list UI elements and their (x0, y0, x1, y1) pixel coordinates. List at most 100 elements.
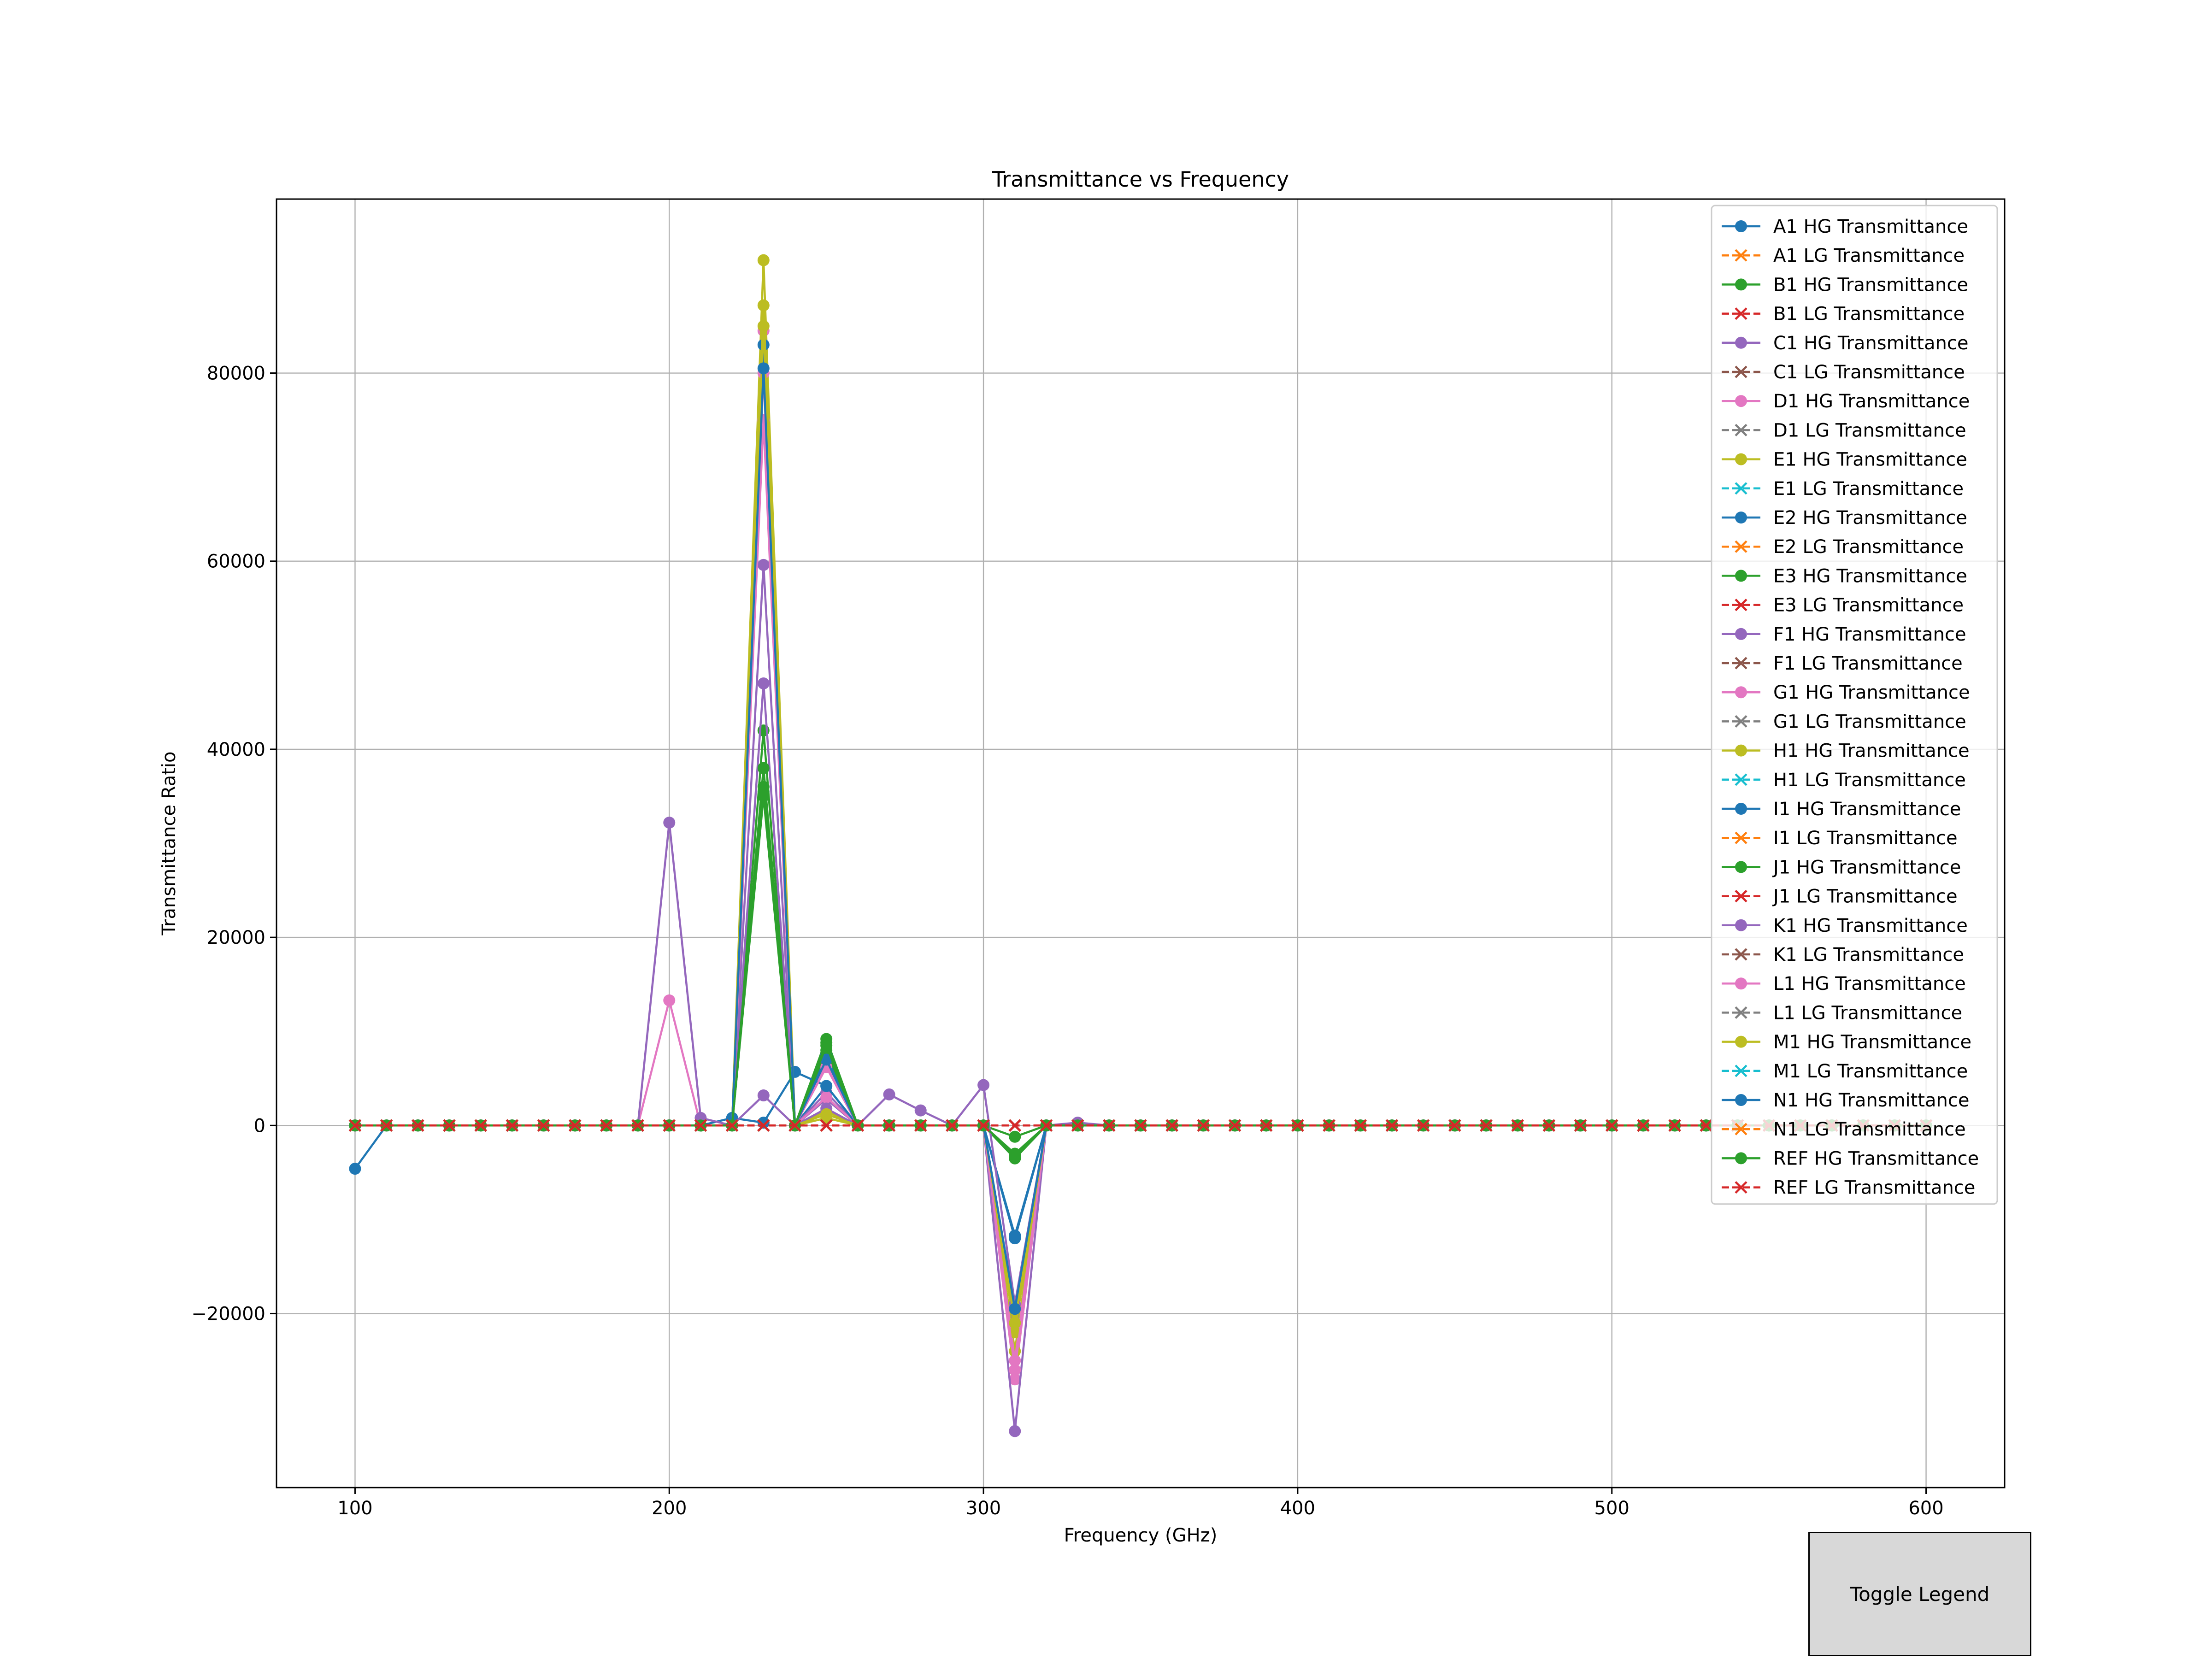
legend-entry: F1 LG Transmittance (1722, 653, 1963, 674)
legend-label: E3 HG Transmittance (1773, 565, 1967, 587)
data-point (1323, 1119, 1335, 1132)
legend-label: D1 LG Transmittance (1773, 420, 1966, 441)
legend-entry: I1 LG Transmittance (1722, 828, 1958, 849)
data-point (1008, 1119, 1021, 1132)
data-point (1228, 1119, 1241, 1132)
data-point (600, 1119, 613, 1132)
legend-entry: G1 LG Transmittance (1722, 711, 1966, 732)
legend-label: C1 HG Transmittance (1773, 333, 1969, 354)
data-point (1009, 1147, 1021, 1160)
legend-marker (1735, 424, 1747, 436)
data-point (1134, 1119, 1147, 1132)
data-point (757, 362, 770, 375)
legend-marker (1735, 512, 1747, 524)
legend-marker (1735, 977, 1747, 990)
data-point (977, 1079, 990, 1091)
data-point (820, 1039, 833, 1052)
data-point (883, 1088, 895, 1100)
legend-marker (1735, 365, 1747, 378)
legend-label: M1 LG Transmittance (1773, 1061, 1968, 1082)
legend-entry: E1 HG Transmittance (1722, 449, 1967, 471)
data-point (757, 677, 770, 690)
y-axis-label: Transmittance Ratio (159, 751, 180, 935)
legend-marker (1735, 570, 1747, 582)
y-tick-label: −20000 (191, 1303, 265, 1324)
data-point (788, 1119, 801, 1132)
x-tick-label: 300 (966, 1498, 1001, 1519)
data-point (1291, 1119, 1304, 1132)
data-point (946, 1119, 959, 1132)
data-point (1040, 1119, 1053, 1132)
data-point (1165, 1119, 1178, 1132)
legend-entry: F1 HG Transmittance (1722, 624, 1966, 645)
legend-marker (1735, 599, 1747, 612)
data-point (506, 1119, 518, 1132)
legend-marker (1735, 919, 1747, 931)
legend-marker (1735, 1094, 1747, 1106)
legend-entry: B1 LG Transmittance (1722, 304, 1965, 325)
legend-label: A1 LG Transmittance (1773, 245, 1965, 266)
toggle-legend-button[interactable]: Toggle Legend (1808, 1532, 2031, 1656)
y-tick-label: 0 (254, 1115, 265, 1136)
data-point (1197, 1119, 1210, 1132)
legend-entry: REF LG Transmittance (1722, 1177, 1975, 1199)
legend-entry: J1 HG Transmittance (1722, 857, 1961, 878)
legend-entry: D1 LG Transmittance (1722, 420, 1966, 441)
data-point (1668, 1119, 1681, 1132)
legend-marker (1735, 890, 1747, 903)
legend-label: I1 HG Transmittance (1773, 799, 1961, 820)
legend-label: REF LG Transmittance (1773, 1177, 1975, 1199)
legend-entry: C1 LG Transmittance (1722, 362, 1965, 383)
legend-marker (1735, 773, 1747, 786)
legend-label: REF HG Transmittance (1773, 1148, 1979, 1169)
legend-label: L1 HG Transmittance (1773, 973, 1966, 994)
legend-entry: K1 HG Transmittance (1722, 915, 1968, 936)
legend-box (1711, 205, 1998, 1205)
data-point (1009, 1317, 1021, 1329)
data-point (1354, 1119, 1367, 1132)
legend-label: D1 HG Transmittance (1773, 391, 1970, 412)
data-point (1009, 1425, 1021, 1437)
legend-entry: H1 LG Transmittance (1722, 770, 1966, 791)
data-point (820, 1091, 833, 1104)
data-point (1700, 1119, 1712, 1132)
data-point (757, 1119, 770, 1132)
legend-label: I1 LG Transmittance (1773, 828, 1958, 849)
legend-marker (1735, 715, 1747, 728)
x-tick-label: 100 (337, 1498, 372, 1519)
data-point (820, 1119, 833, 1132)
data-point (1574, 1119, 1587, 1132)
y-tick-label: 80000 (207, 363, 265, 384)
data-point (757, 320, 770, 332)
legend-marker (1735, 1065, 1747, 1077)
legend-marker (1735, 744, 1747, 757)
legend-marker (1735, 453, 1747, 465)
data-point (757, 762, 770, 774)
data-point (412, 1119, 424, 1132)
data-point (914, 1119, 927, 1132)
legend-entry: REF HG Transmittance (1722, 1148, 1979, 1169)
data-point (1480, 1119, 1493, 1132)
data-point (977, 1119, 990, 1132)
data-point (380, 1119, 393, 1132)
legend-label: H1 HG Transmittance (1773, 741, 1970, 762)
legend-label: E3 LG Transmittance (1773, 595, 1964, 616)
legend-label: B1 LG Transmittance (1773, 304, 1965, 325)
legend-label: A1 HG Transmittance (1773, 216, 1968, 237)
legend-entry: M1 HG Transmittance (1722, 1032, 1971, 1053)
data-point (1385, 1119, 1399, 1132)
legend-label: E1 LG Transmittance (1773, 478, 1964, 500)
legend-marker (1735, 1181, 1747, 1194)
x-axis-label: Frequency (GHz) (1064, 1525, 1218, 1546)
x-tick-label: 500 (1594, 1498, 1630, 1519)
legend-marker (1735, 831, 1747, 844)
legend-label: M1 HG Transmittance (1773, 1032, 1971, 1053)
legend-label: F1 LG Transmittance (1773, 653, 1963, 674)
legend-entry: A1 LG Transmittance (1722, 245, 1965, 266)
legend-entry: G1 HG Transmittance (1722, 682, 1970, 703)
legend-label: K1 LG Transmittance (1773, 944, 1964, 965)
legend-marker (1735, 1123, 1747, 1135)
data-point (914, 1104, 927, 1117)
legend-label: K1 HG Transmittance (1773, 915, 1968, 936)
legend-entry: C1 HG Transmittance (1722, 333, 1969, 354)
